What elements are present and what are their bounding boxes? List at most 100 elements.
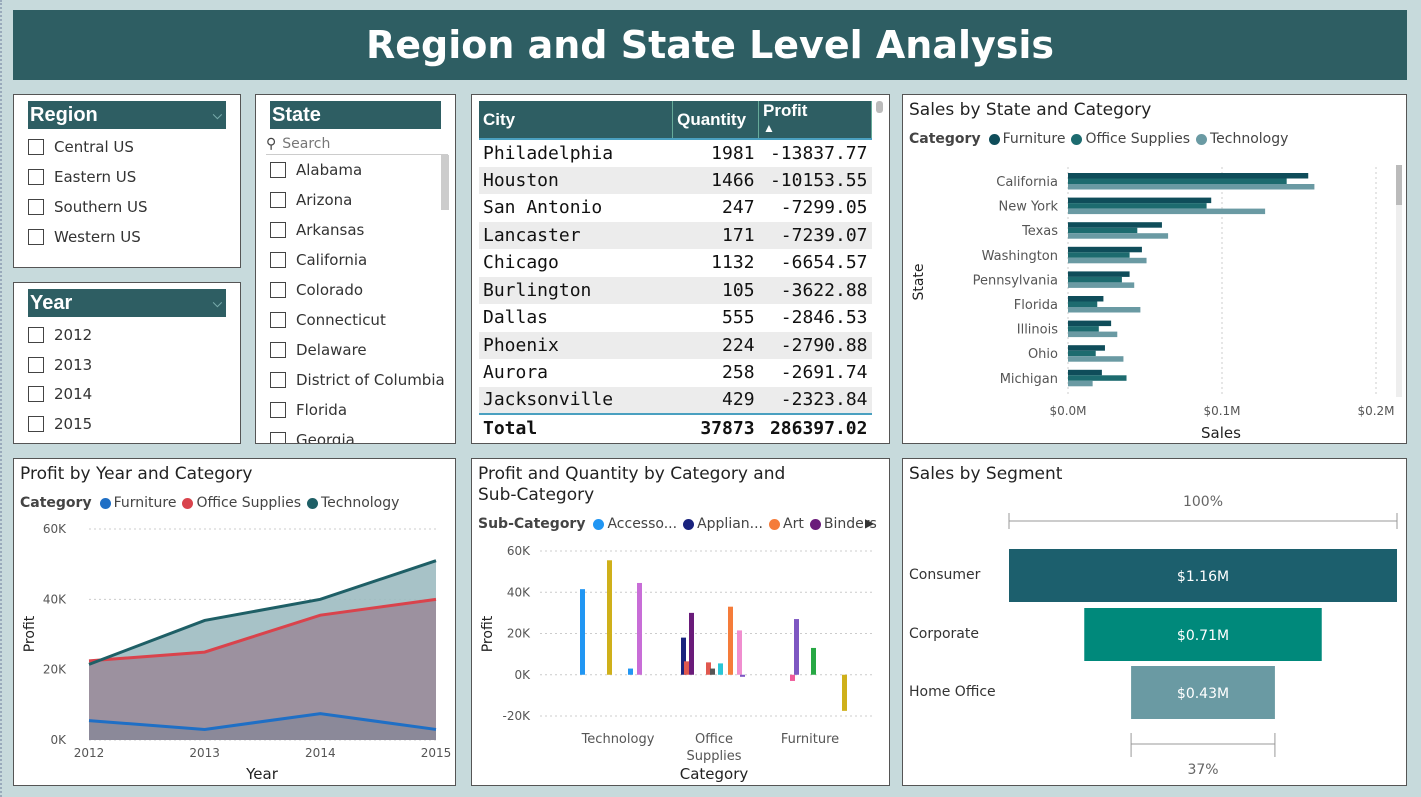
tick-label: Florida	[1014, 298, 1058, 313]
table-row[interactable]: San Antonio 247 -7299.05	[479, 194, 872, 222]
checkbox[interactable]	[270, 282, 286, 298]
table-row[interactable]: Aurora 258 -2691.74	[479, 359, 872, 387]
region-option-southern[interactable]: Southern US	[28, 198, 148, 216]
table-header: City Quantity Profit ▲	[479, 101, 872, 140]
bar	[1068, 222, 1162, 228]
checkbox[interactable]	[28, 229, 44, 245]
search-icon: ⚲	[266, 135, 277, 152]
year-option-2014[interactable]: 2014	[28, 385, 92, 403]
total-quantity: 37873	[672, 413, 759, 442]
legend-item[interactable]: Applian...	[683, 516, 763, 532]
legend-next-arrow-icon[interactable]: ▶	[865, 516, 875, 530]
year-option-2013[interactable]: 2013	[28, 356, 92, 374]
checkbox[interactable]	[270, 342, 286, 358]
checkbox[interactable]	[28, 327, 44, 343]
region-option-western[interactable]: Western US	[28, 228, 141, 246]
table-row[interactable]: Dallas 555 -2846.53	[479, 304, 872, 332]
state-option[interactable]: Alabama	[270, 161, 362, 179]
chevron-down-icon[interactable]: ⌵	[212, 108, 222, 122]
checkbox[interactable]	[270, 402, 286, 418]
search-placeholder: Search	[282, 135, 331, 152]
table-row[interactable]: Phoenix 224 -2790.88	[479, 331, 872, 359]
table-row[interactable]: Chicago 1132 -6654.57	[479, 249, 872, 277]
year-option-2012[interactable]: 2012	[28, 326, 92, 344]
sort-ascending-icon[interactable]: ▲	[763, 121, 775, 135]
checkbox[interactable]	[28, 416, 44, 432]
legend-item[interactable]: Office Supplies	[182, 495, 301, 511]
column-header-city[interactable]: City	[479, 101, 674, 140]
checkbox[interactable]	[270, 312, 286, 328]
funnel-bar	[1009, 549, 1397, 602]
checkbox[interactable]	[28, 357, 44, 373]
state-option[interactable]: Connecticut	[270, 311, 386, 329]
scrollbar-thumb	[1396, 165, 1402, 205]
legend-item[interactable]: Office Supplies	[1071, 131, 1190, 147]
checkbox[interactable]	[28, 199, 44, 215]
total-row: Total 37873 286397.02	[479, 413, 872, 442]
legend-item[interactable]: Technology	[1196, 131, 1288, 147]
city-cell: Philadelphia	[483, 142, 614, 164]
scrollbar[interactable]	[441, 155, 449, 210]
checkbox[interactable]	[28, 139, 44, 155]
bar	[794, 619, 799, 675]
profit-cell: -13837.77	[769, 142, 868, 164]
checkbox[interactable]	[270, 222, 286, 238]
checkbox[interactable]	[270, 372, 286, 388]
city-cell: Houston	[479, 166, 673, 194]
state-option[interactable]: Colorado	[270, 281, 363, 299]
chart-title: Profit by Year and Category	[20, 464, 253, 484]
checkbox[interactable]	[28, 169, 44, 185]
sales-state-chart: $0.0M $0.1M $0.2M California New York Texas Wa…	[911, 165, 1402, 442]
bar	[1068, 208, 1266, 215]
profit-cell: -7239.07	[758, 221, 872, 249]
state-option[interactable]: Florida	[270, 401, 347, 419]
year-slicer-title: Year	[30, 292, 73, 314]
quantity-cell: 555	[722, 307, 755, 329]
legend-title: Sub-Category	[478, 516, 586, 532]
state-option[interactable]: California	[270, 251, 367, 269]
table-row[interactable]: Houston 1466 -10153.55	[479, 166, 872, 194]
state-option[interactable]: Georgia	[270, 431, 355, 443]
region-option-eastern[interactable]: Eastern US	[28, 168, 136, 186]
column-header-quantity[interactable]: Quantity	[672, 101, 760, 140]
tick-label: Pennsylvania	[973, 273, 1058, 288]
city-cell: Aurora	[483, 362, 549, 384]
table-row[interactable]: Burlington 105 -3622.88	[479, 276, 872, 304]
tick-label: 20K	[43, 663, 67, 677]
search-input[interactable]: ⚲ Search	[266, 133, 448, 155]
axis-title: Profit	[480, 615, 496, 652]
checkbox[interactable]	[270, 192, 286, 208]
table-row[interactable]: Philadelphia 1981 -13837.77	[479, 139, 872, 167]
checkbox[interactable]	[270, 252, 286, 268]
table-row[interactable]: Jacksonville 429 -2323.84	[479, 386, 872, 414]
checkbox[interactable]	[270, 432, 286, 443]
legend-item[interactable]: Furniture	[99, 495, 176, 511]
legend-item[interactable]: Binders	[809, 516, 877, 532]
region-slicer-header: Region ⌵	[28, 101, 226, 129]
checkbox[interactable]	[28, 386, 44, 402]
column-header-profit[interactable]: Profit ▲	[758, 101, 872, 140]
legend-marker	[988, 133, 1000, 145]
bar	[1068, 257, 1147, 264]
state-option[interactable]: Arkansas	[270, 221, 364, 239]
state-option[interactable]: District of Columbia	[270, 371, 445, 389]
sales-segment-visual: Sales by Segment 100% $1.16M Consumer $0.71…	[902, 458, 1407, 786]
region-option-central[interactable]: Central US	[28, 138, 134, 156]
chevron-down-icon[interactable]: ⌵	[212, 296, 222, 310]
legend-item[interactable]: Accesso...	[593, 516, 677, 532]
legend-item[interactable]: Art	[769, 516, 804, 532]
legend-item[interactable]: Technology	[307, 495, 399, 511]
bar	[811, 647, 816, 675]
tick-label: 2012	[74, 746, 105, 760]
table-row[interactable]: Lancaster 171 -7239.07	[479, 221, 872, 249]
data-label: $0.71M	[1177, 628, 1229, 644]
state-option[interactable]: Delaware	[270, 341, 367, 359]
year-option-2015[interactable]: 2015	[28, 415, 92, 433]
state-option[interactable]: Arizona	[270, 191, 352, 209]
scrollbar[interactable]	[876, 101, 883, 113]
chart-legend: Category Furniture Office Supplies Techn…	[20, 495, 405, 511]
bar	[1068, 345, 1105, 351]
checkbox[interactable]	[270, 162, 286, 178]
legend-item[interactable]: Furniture	[988, 131, 1065, 147]
option-label: Eastern US	[54, 168, 137, 186]
